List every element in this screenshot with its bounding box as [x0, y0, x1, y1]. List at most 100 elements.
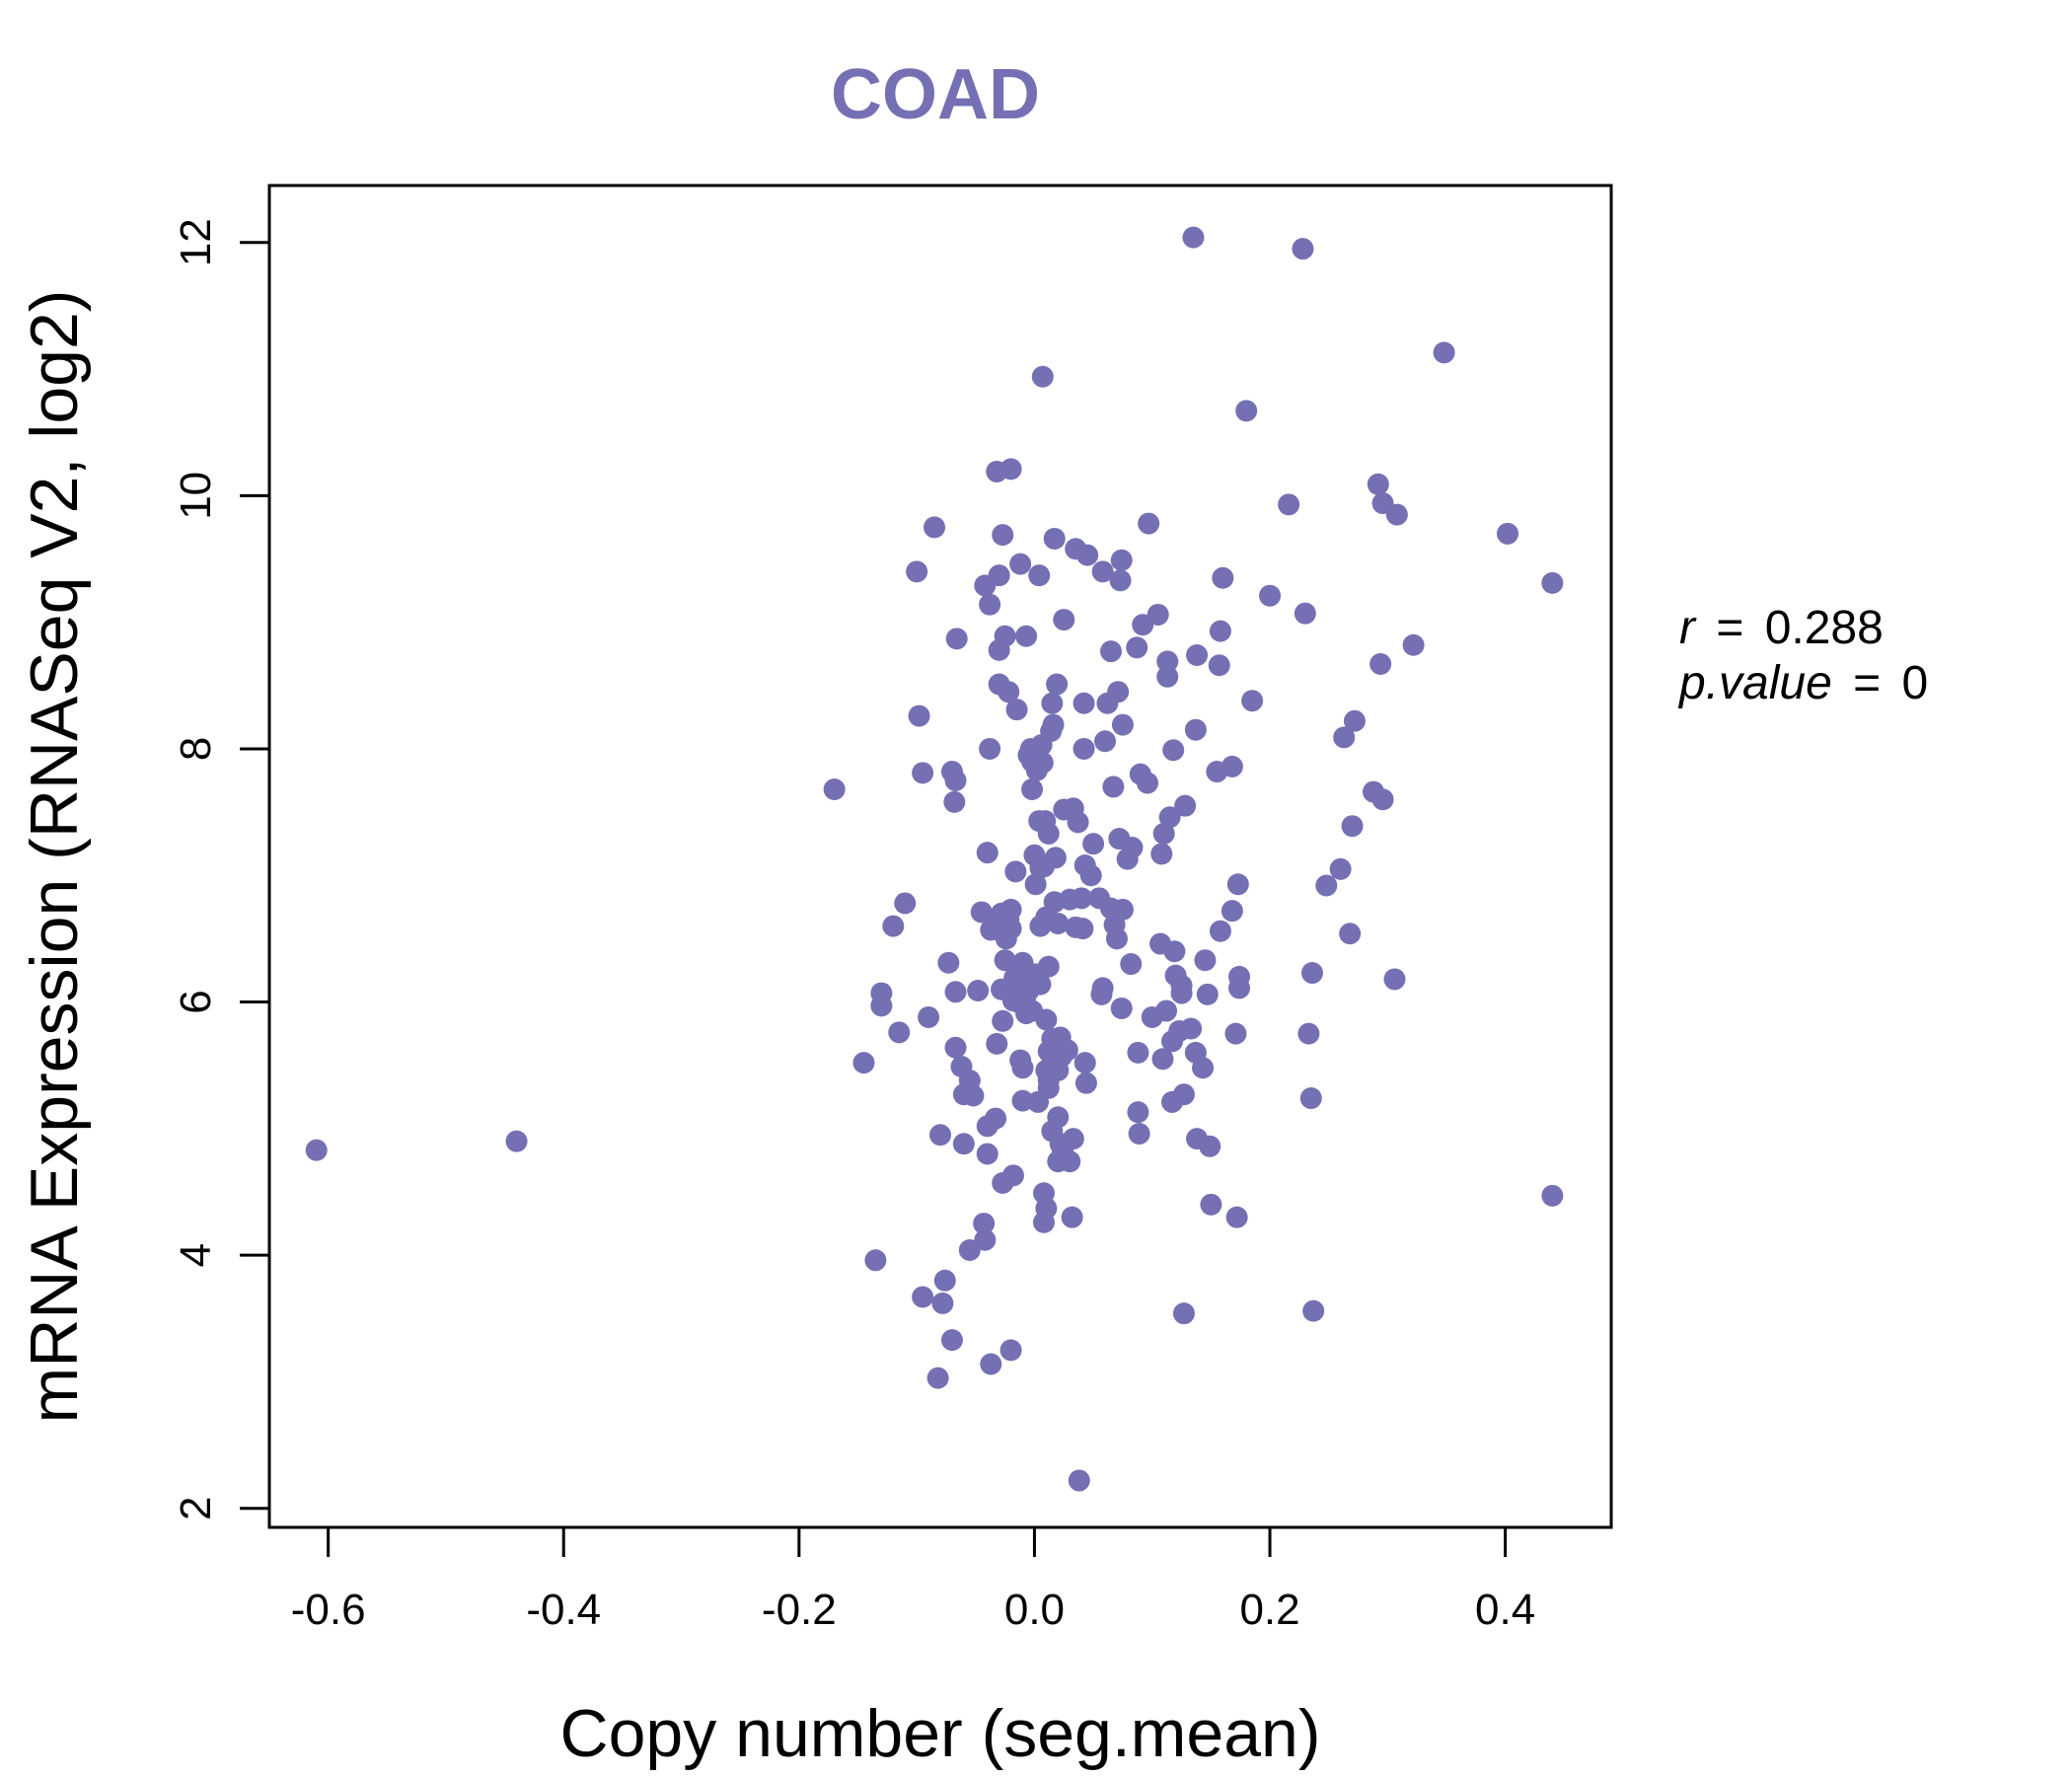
- data-point: [1073, 692, 1095, 714]
- data-point: [1212, 566, 1234, 589]
- data-point: [1024, 873, 1047, 896]
- data-point: [1315, 874, 1338, 897]
- data-point: [1120, 953, 1143, 976]
- data-point: [1073, 737, 1095, 760]
- data-point: [1132, 614, 1154, 636]
- y-tick-label: 8: [172, 737, 220, 761]
- data-point: [823, 778, 846, 800]
- y-axis: 2 4 6 8 10 12: [172, 218, 271, 1520]
- data-point: [1074, 1072, 1097, 1094]
- data-point: [1259, 584, 1282, 607]
- data-point: [926, 1367, 949, 1389]
- r-equals: =: [1716, 602, 1743, 654]
- data-point: [1192, 1057, 1215, 1079]
- x-tick-label: -0.6: [291, 1586, 366, 1634]
- data-point: [1037, 955, 1060, 978]
- data-point: [1110, 549, 1133, 571]
- data-point: [1343, 709, 1366, 732]
- data-point: [1082, 833, 1105, 855]
- data-point: [1127, 1101, 1149, 1124]
- data-point: [1005, 699, 1028, 721]
- data-point: [1186, 644, 1209, 666]
- data-point: [976, 842, 999, 864]
- data-point: [1031, 365, 1054, 388]
- data-point: [1371, 788, 1394, 811]
- data-point: [992, 1009, 1014, 1032]
- data-point: [986, 1032, 1008, 1055]
- data-point: [1221, 755, 1243, 777]
- data-point: [1021, 778, 1044, 800]
- data-point: [1062, 1128, 1084, 1150]
- data-point: [1046, 673, 1069, 696]
- data-point: [1126, 636, 1148, 659]
- data-point: [1278, 493, 1300, 516]
- data-point: [1226, 873, 1249, 896]
- data-point: [1294, 602, 1316, 625]
- x-tick-label: -0.4: [526, 1586, 601, 1634]
- data-point: [1156, 650, 1179, 673]
- data-point: [1042, 713, 1065, 736]
- y-tick-label: 2: [172, 1497, 220, 1520]
- data-point: [944, 770, 967, 792]
- data-point: [1004, 860, 1027, 883]
- data-point: [1035, 1197, 1058, 1220]
- data-point: [1059, 1150, 1081, 1173]
- data-point: [999, 918, 1022, 940]
- data-point: [940, 1329, 963, 1352]
- data-point: [1196, 983, 1219, 1005]
- data-point: [992, 524, 1014, 547]
- data-point: [1147, 603, 1169, 626]
- data-point: [1128, 1122, 1150, 1145]
- data-point: [1184, 718, 1207, 741]
- data-point: [945, 628, 968, 650]
- data-point: [1402, 633, 1425, 656]
- data-point: [1182, 226, 1205, 249]
- data-point: [1385, 503, 1408, 526]
- data-point: [1235, 400, 1258, 422]
- data-point: [1172, 1083, 1195, 1106]
- data-point: [1155, 999, 1178, 1022]
- data-point: [1170, 982, 1193, 1004]
- data-point: [1029, 973, 1052, 996]
- data-point: [1043, 527, 1066, 550]
- data-point: [994, 625, 1016, 647]
- data-point: [1001, 1164, 1024, 1187]
- data-point: [952, 1133, 975, 1155]
- data-point: [1180, 1017, 1203, 1040]
- data-point: [1300, 962, 1323, 985]
- x-tick-label: 0.0: [1004, 1586, 1065, 1634]
- data-point: [882, 915, 905, 937]
- data-point: [894, 892, 917, 915]
- data-point: [912, 1286, 934, 1308]
- data-point: [937, 951, 960, 974]
- data-point: [1067, 811, 1089, 834]
- data-point: [1107, 681, 1130, 703]
- data-point: [1076, 544, 1099, 566]
- data-point: [1209, 620, 1231, 642]
- data-point: [1121, 837, 1144, 859]
- data-point: [1225, 1206, 1248, 1228]
- x-axis: -0.6 -0.4 -0.2 0.0 0.2 0.4: [291, 1525, 1535, 1634]
- data-point: [1127, 1041, 1149, 1064]
- data-point: [1037, 1076, 1060, 1099]
- data-point: [929, 1124, 951, 1147]
- r-statistic: r = 0.288: [1679, 602, 1884, 654]
- data-point: [1111, 713, 1134, 736]
- x-tick-label: -0.2: [762, 1586, 837, 1634]
- y-tick-label: 12: [172, 218, 220, 266]
- data-point: [973, 1213, 996, 1235]
- data-point: [962, 1084, 985, 1107]
- data-point: [1111, 898, 1134, 921]
- data-point: [1228, 977, 1251, 999]
- data-point: [1156, 665, 1179, 688]
- data-point: [1091, 560, 1114, 583]
- data-point: [994, 949, 1016, 972]
- data-point: [1339, 923, 1362, 945]
- data-point: [1011, 1057, 1034, 1079]
- data-point: [1073, 1052, 1096, 1074]
- data-point: [1105, 927, 1128, 950]
- data-point: [1047, 913, 1070, 934]
- data-point: [1367, 473, 1389, 495]
- data-point: [1163, 940, 1186, 963]
- data-point: [1099, 640, 1122, 663]
